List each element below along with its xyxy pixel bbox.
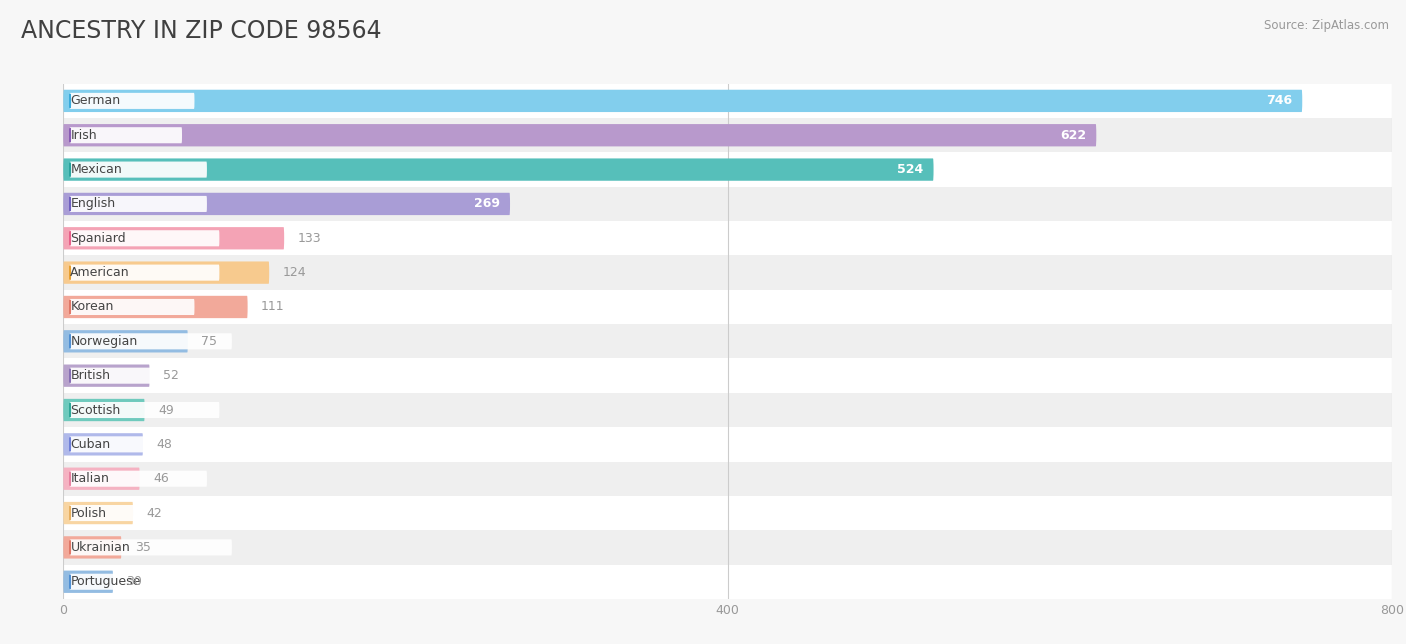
- Text: Polish: Polish: [70, 507, 107, 520]
- FancyBboxPatch shape: [70, 128, 181, 143]
- Text: Italian: Italian: [70, 472, 110, 485]
- FancyBboxPatch shape: [70, 471, 207, 487]
- FancyBboxPatch shape: [70, 231, 219, 246]
- Bar: [63, 153, 1392, 187]
- Text: 622: 622: [1060, 129, 1087, 142]
- Text: 269: 269: [474, 198, 501, 211]
- Bar: [63, 496, 1392, 530]
- Text: Cuban: Cuban: [70, 438, 111, 451]
- Text: ANCESTRY IN ZIP CODE 98564: ANCESTRY IN ZIP CODE 98564: [21, 19, 381, 43]
- Text: German: German: [70, 95, 121, 108]
- FancyBboxPatch shape: [63, 227, 284, 249]
- Text: Korean: Korean: [70, 301, 114, 314]
- FancyBboxPatch shape: [63, 399, 145, 421]
- FancyBboxPatch shape: [70, 437, 181, 452]
- Text: Norwegian: Norwegian: [70, 335, 138, 348]
- FancyBboxPatch shape: [70, 505, 194, 521]
- Bar: [63, 221, 1392, 256]
- Text: 746: 746: [1267, 95, 1292, 108]
- Bar: [63, 118, 1392, 153]
- FancyBboxPatch shape: [63, 158, 934, 181]
- FancyBboxPatch shape: [70, 402, 219, 418]
- FancyBboxPatch shape: [70, 162, 207, 178]
- FancyBboxPatch shape: [70, 368, 207, 384]
- FancyBboxPatch shape: [63, 502, 134, 524]
- Text: Source: ZipAtlas.com: Source: ZipAtlas.com: [1264, 19, 1389, 32]
- Bar: [63, 290, 1392, 324]
- Text: 49: 49: [157, 404, 174, 417]
- Text: 42: 42: [146, 507, 162, 520]
- FancyBboxPatch shape: [63, 571, 112, 593]
- Text: English: English: [70, 198, 115, 211]
- Text: American: American: [70, 266, 129, 279]
- Bar: [63, 84, 1392, 118]
- Text: 124: 124: [283, 266, 307, 279]
- Text: British: British: [70, 369, 111, 382]
- Text: 46: 46: [153, 472, 169, 485]
- Bar: [63, 359, 1392, 393]
- Bar: [63, 393, 1392, 427]
- Text: 75: 75: [201, 335, 217, 348]
- FancyBboxPatch shape: [63, 468, 139, 490]
- Bar: [63, 427, 1392, 462]
- Text: Ukrainian: Ukrainian: [70, 541, 131, 554]
- FancyBboxPatch shape: [63, 124, 1097, 146]
- Text: 524: 524: [897, 163, 924, 176]
- Text: Portuguese: Portuguese: [70, 575, 141, 588]
- FancyBboxPatch shape: [63, 536, 121, 558]
- FancyBboxPatch shape: [70, 265, 219, 281]
- FancyBboxPatch shape: [70, 540, 232, 555]
- Text: Spaniard: Spaniard: [70, 232, 127, 245]
- Bar: [63, 462, 1392, 496]
- Text: 30: 30: [127, 575, 142, 588]
- Text: Irish: Irish: [70, 129, 97, 142]
- Text: 52: 52: [163, 369, 179, 382]
- FancyBboxPatch shape: [70, 334, 232, 349]
- FancyBboxPatch shape: [63, 193, 510, 215]
- Text: Scottish: Scottish: [70, 404, 121, 417]
- FancyBboxPatch shape: [63, 433, 143, 455]
- FancyBboxPatch shape: [70, 93, 194, 109]
- Text: 133: 133: [298, 232, 321, 245]
- FancyBboxPatch shape: [63, 261, 269, 284]
- Text: 35: 35: [135, 541, 150, 554]
- FancyBboxPatch shape: [70, 196, 207, 212]
- FancyBboxPatch shape: [63, 365, 149, 387]
- Text: 48: 48: [156, 438, 172, 451]
- FancyBboxPatch shape: [63, 90, 1302, 112]
- Bar: [63, 565, 1392, 599]
- FancyBboxPatch shape: [63, 296, 247, 318]
- Bar: [63, 324, 1392, 359]
- Bar: [63, 256, 1392, 290]
- Bar: [63, 530, 1392, 565]
- Bar: [63, 187, 1392, 221]
- Text: 111: 111: [262, 301, 284, 314]
- FancyBboxPatch shape: [70, 574, 245, 590]
- FancyBboxPatch shape: [63, 330, 188, 352]
- FancyBboxPatch shape: [70, 299, 194, 315]
- Text: Mexican: Mexican: [70, 163, 122, 176]
